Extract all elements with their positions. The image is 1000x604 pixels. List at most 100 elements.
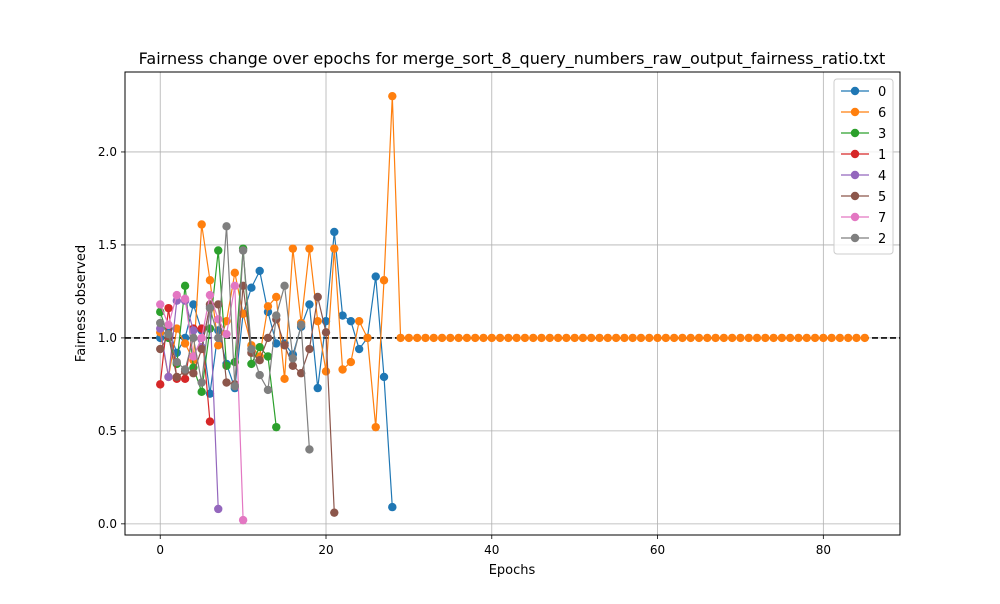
data-point [363,333,372,343]
data-point [189,369,198,378]
data-point [288,354,298,363]
legend-entry: 6 [841,106,886,121]
data-point [238,515,248,525]
data-point [255,370,264,380]
data-point [744,333,753,343]
data-point [346,316,356,326]
data-point [255,342,264,352]
data-point [694,333,704,343]
data-point [288,244,298,253]
data-point [156,380,165,389]
data-point [412,333,422,343]
data-point [156,300,165,309]
data-point [388,91,397,101]
data-point [429,333,438,343]
legend-label: 7 [878,211,886,226]
data-point [653,333,662,343]
data-point [230,382,240,391]
data-point [810,333,820,343]
legend-marker [850,86,860,96]
data-point [214,504,223,514]
data-point [197,344,206,354]
data-point [263,385,273,395]
legend-entry: 7 [841,211,886,226]
data-point [860,333,869,343]
data-point [354,316,364,326]
data-point [703,333,712,343]
data-point [620,333,629,343]
data-point [338,365,347,374]
legend-entry: 0 [841,85,886,100]
data-point [628,333,637,343]
data-point [736,333,745,343]
legend-label: 0 [878,85,886,100]
legend-marker [850,212,860,222]
data-point [313,316,322,326]
data-point [214,315,223,324]
data-point [272,311,281,320]
data-point [421,333,430,343]
data-point [247,283,256,292]
data-point [222,378,231,387]
legend-marker [850,170,860,180]
legend-entry: 2 [841,232,886,247]
data-point [794,333,803,343]
legend-box [833,78,894,255]
data-point [827,333,836,343]
data-point [636,333,646,343]
data-point [462,333,472,343]
data-point [487,333,496,343]
data-point [272,339,281,348]
data-point [280,341,289,350]
data-point [454,333,463,343]
legend-marker [850,149,860,159]
data-point [321,328,331,337]
data-point [222,222,231,231]
data-point [446,333,455,343]
data-point [852,333,861,343]
legend-label: 3 [878,127,886,142]
data-point [214,333,223,343]
data-point [570,333,579,343]
data-point [603,333,613,343]
legend-label: 2 [878,232,886,247]
legend-label: 5 [878,190,886,205]
data-point [247,359,256,369]
data-point [686,333,695,343]
data-point [313,383,322,393]
data-point [255,356,264,365]
data-point [330,227,339,237]
data-point [172,324,182,333]
data-point [172,357,182,367]
data-point [354,344,364,354]
series-0 [156,227,397,512]
data-point [752,333,762,343]
data-point [330,244,339,253]
plot-frame [124,71,901,536]
data-point [802,333,811,343]
data-point [305,445,314,454]
data-point [777,333,787,343]
data-point [164,372,173,382]
data-point [520,333,530,343]
data-point [669,333,679,343]
data-point [164,329,173,339]
data-point [321,367,331,376]
data-point [346,357,356,367]
x-axis-label: Epochs [489,563,536,578]
data-point [388,502,397,512]
data-point [247,344,256,354]
x-tick-label: 0 [156,543,164,557]
chart-title: Fairness change over epochs for merge_so… [139,49,886,69]
data-point [189,300,198,309]
data-point [396,333,405,343]
data-point [164,320,173,330]
data-point [263,352,273,361]
y-tick-label: 0.5 [98,424,117,438]
series-2 [156,222,314,454]
tick-layer: 0 20 40 60 80 0.0 0.5 1.0 1.5 2.0 [98,145,831,557]
y-tick-label: 2.0 [98,145,117,159]
data-point [172,290,182,300]
